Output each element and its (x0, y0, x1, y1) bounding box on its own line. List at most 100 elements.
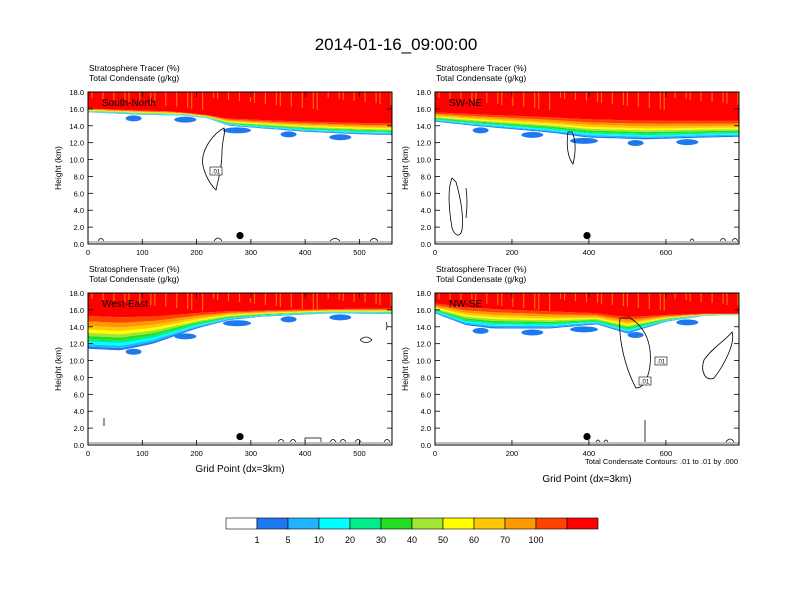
tracer-patch (280, 131, 297, 138)
tracer-band (88, 108, 392, 126)
y-tick-label: 2.0 (421, 424, 431, 433)
colorbar: 1 5 10 20 30 40 50 60 70 100 (225, 517, 599, 545)
contour-label: .01 (212, 170, 221, 176)
panel-nw-se: Stratosphere Tracer (%) Total Condensate… (400, 264, 740, 485)
tracer-band (435, 120, 739, 140)
panel-label: NW-SE (449, 299, 482, 310)
colorbar-label: 30 (376, 535, 386, 545)
tracer-band (435, 306, 739, 324)
y-axis-label: Height (km) (53, 347, 63, 391)
y-tick-label: 2.0 (421, 223, 431, 232)
y-tick-label: 6.0 (74, 189, 84, 198)
tracer-patch (570, 326, 598, 333)
tracer-band (88, 309, 392, 328)
colorbar-label: 5 (285, 535, 290, 545)
x-tick-label: 400 (299, 449, 312, 458)
y-tick-label: 6.0 (74, 390, 84, 399)
tracer-patch (521, 329, 544, 336)
y-tick-label: 8.0 (74, 373, 84, 382)
y-tick-label: 8.0 (74, 172, 84, 181)
colorbar-label: 10 (314, 535, 324, 545)
panel-title-tracer: Stratosphere Tracer (%) (89, 264, 180, 274)
axes: 0.0 2.0 4.0 6.0 8.0 10.0 12.0 14.0 16.0 18.0 Heigh… (400, 88, 740, 257)
condensate-contour (566, 131, 576, 165)
plot-frame (87, 292, 393, 446)
tracer-patch (676, 139, 699, 146)
plot-frame (87, 91, 393, 245)
x-tick-label: 600 (660, 449, 673, 458)
contour-label-box (209, 166, 223, 176)
colorbar-label: 20 (345, 535, 355, 545)
condensate-contour (202, 127, 225, 191)
plot-area: .01 0.0 2.0 4.0 6.0 8.0 10.0 12.0 14.0 16.0 18.0 H… (53, 88, 393, 257)
panel-title-tracer: Stratosphere Tracer (%) (436, 63, 527, 73)
x-tick-label: 200 (506, 449, 519, 458)
x-axis-label: Grid Point (dx=3km) (195, 464, 284, 475)
tracer-band (88, 109, 392, 127)
panel-west-east: Stratosphere Tracer (%) Total Condensate… (53, 264, 393, 475)
plot-area: .01 .01 0.0 2.0 4.0 6.0 8.0 10.0 12.0 14.0 16.0 1… (400, 289, 740, 458)
tracer-band (435, 119, 739, 137)
panel-label: West-East (102, 299, 148, 310)
tracer-band (435, 305, 739, 323)
colorbar-box (380, 517, 413, 530)
y-tick-label: 14.0 (69, 122, 84, 131)
x-tick-label: 0 (86, 449, 90, 458)
tracer-band (435, 117, 739, 133)
colorbar-box (566, 517, 599, 530)
condensate-contour (448, 177, 468, 236)
x-tick-label: 500 (353, 449, 366, 458)
tracer-patch (329, 314, 352, 321)
axes: 0.0 2.0 4.0 6.0 8.0 10.0 12.0 14.0 16.0 18.0 Heigh… (53, 88, 393, 257)
y-tick-label: 10.0 (69, 156, 84, 165)
surface-contour (97, 237, 379, 242)
x-tick-label: 300 (245, 248, 258, 257)
tracer-band (88, 311, 392, 338)
tracer-patch (174, 333, 197, 340)
y-tick-label: 14.0 (416, 122, 431, 131)
colorbar-box (411, 517, 444, 530)
surface-contour (595, 438, 735, 443)
y-tick-label: 12.0 (69, 340, 84, 349)
tracer-band (88, 308, 392, 323)
plot-area: 0.0 2.0 4.0 6.0 8.0 10.0 12.0 14.0 16.0 18.0 Heigh… (400, 88, 740, 257)
y-axis-label: Height (km) (400, 146, 410, 190)
x-axis-label: Grid Point (dx=3km) (542, 474, 631, 485)
tracer-band (435, 114, 739, 127)
colorbar-box (535, 517, 568, 530)
colorbar-box (504, 517, 537, 530)
colorbar-box (473, 517, 506, 530)
tracer-band (435, 312, 739, 334)
y-tick-label: 0.0 (74, 441, 84, 450)
tracer-patch (125, 348, 142, 355)
panel-title-tracer: Stratosphere Tracer (%) (436, 264, 527, 274)
y-tick-label: 4.0 (421, 206, 431, 215)
y-tick-label: 8.0 (421, 172, 431, 181)
y-tick-label: 14.0 (416, 323, 431, 332)
y-tick-label: 2.0 (74, 223, 84, 232)
y-tick-label: 6.0 (421, 390, 431, 399)
colorbar-label: 70 (500, 535, 510, 545)
condensate-contour (103, 321, 388, 426)
colorbar-label: 40 (407, 535, 417, 545)
location-marker (583, 433, 591, 441)
colorbar-box (349, 517, 382, 530)
colorbar-box (256, 517, 289, 530)
y-tick-label: 18.0 (416, 289, 431, 298)
y-tick-label: 4.0 (421, 407, 431, 416)
y-tick-label: 10.0 (416, 357, 431, 366)
tracer-band (435, 120, 739, 138)
location-marker (236, 433, 244, 441)
condensate-contour (702, 331, 734, 380)
panel-title-condensate: Total Condensate (g/kg) (436, 274, 526, 284)
tracer-band (435, 118, 739, 134)
y-tick-label: 0.0 (421, 441, 431, 450)
tracer-band (435, 308, 739, 328)
x-tick-label: 100 (136, 449, 149, 458)
tracer-patch (627, 332, 644, 338)
contour-label: .01 (657, 360, 666, 366)
tracer-patch (125, 115, 142, 122)
tracer-band (88, 310, 392, 331)
axes: 0.0 2.0 4.0 6.0 8.0 10.0 12.0 14.0 16.0 18.0 Heigh… (53, 289, 393, 458)
